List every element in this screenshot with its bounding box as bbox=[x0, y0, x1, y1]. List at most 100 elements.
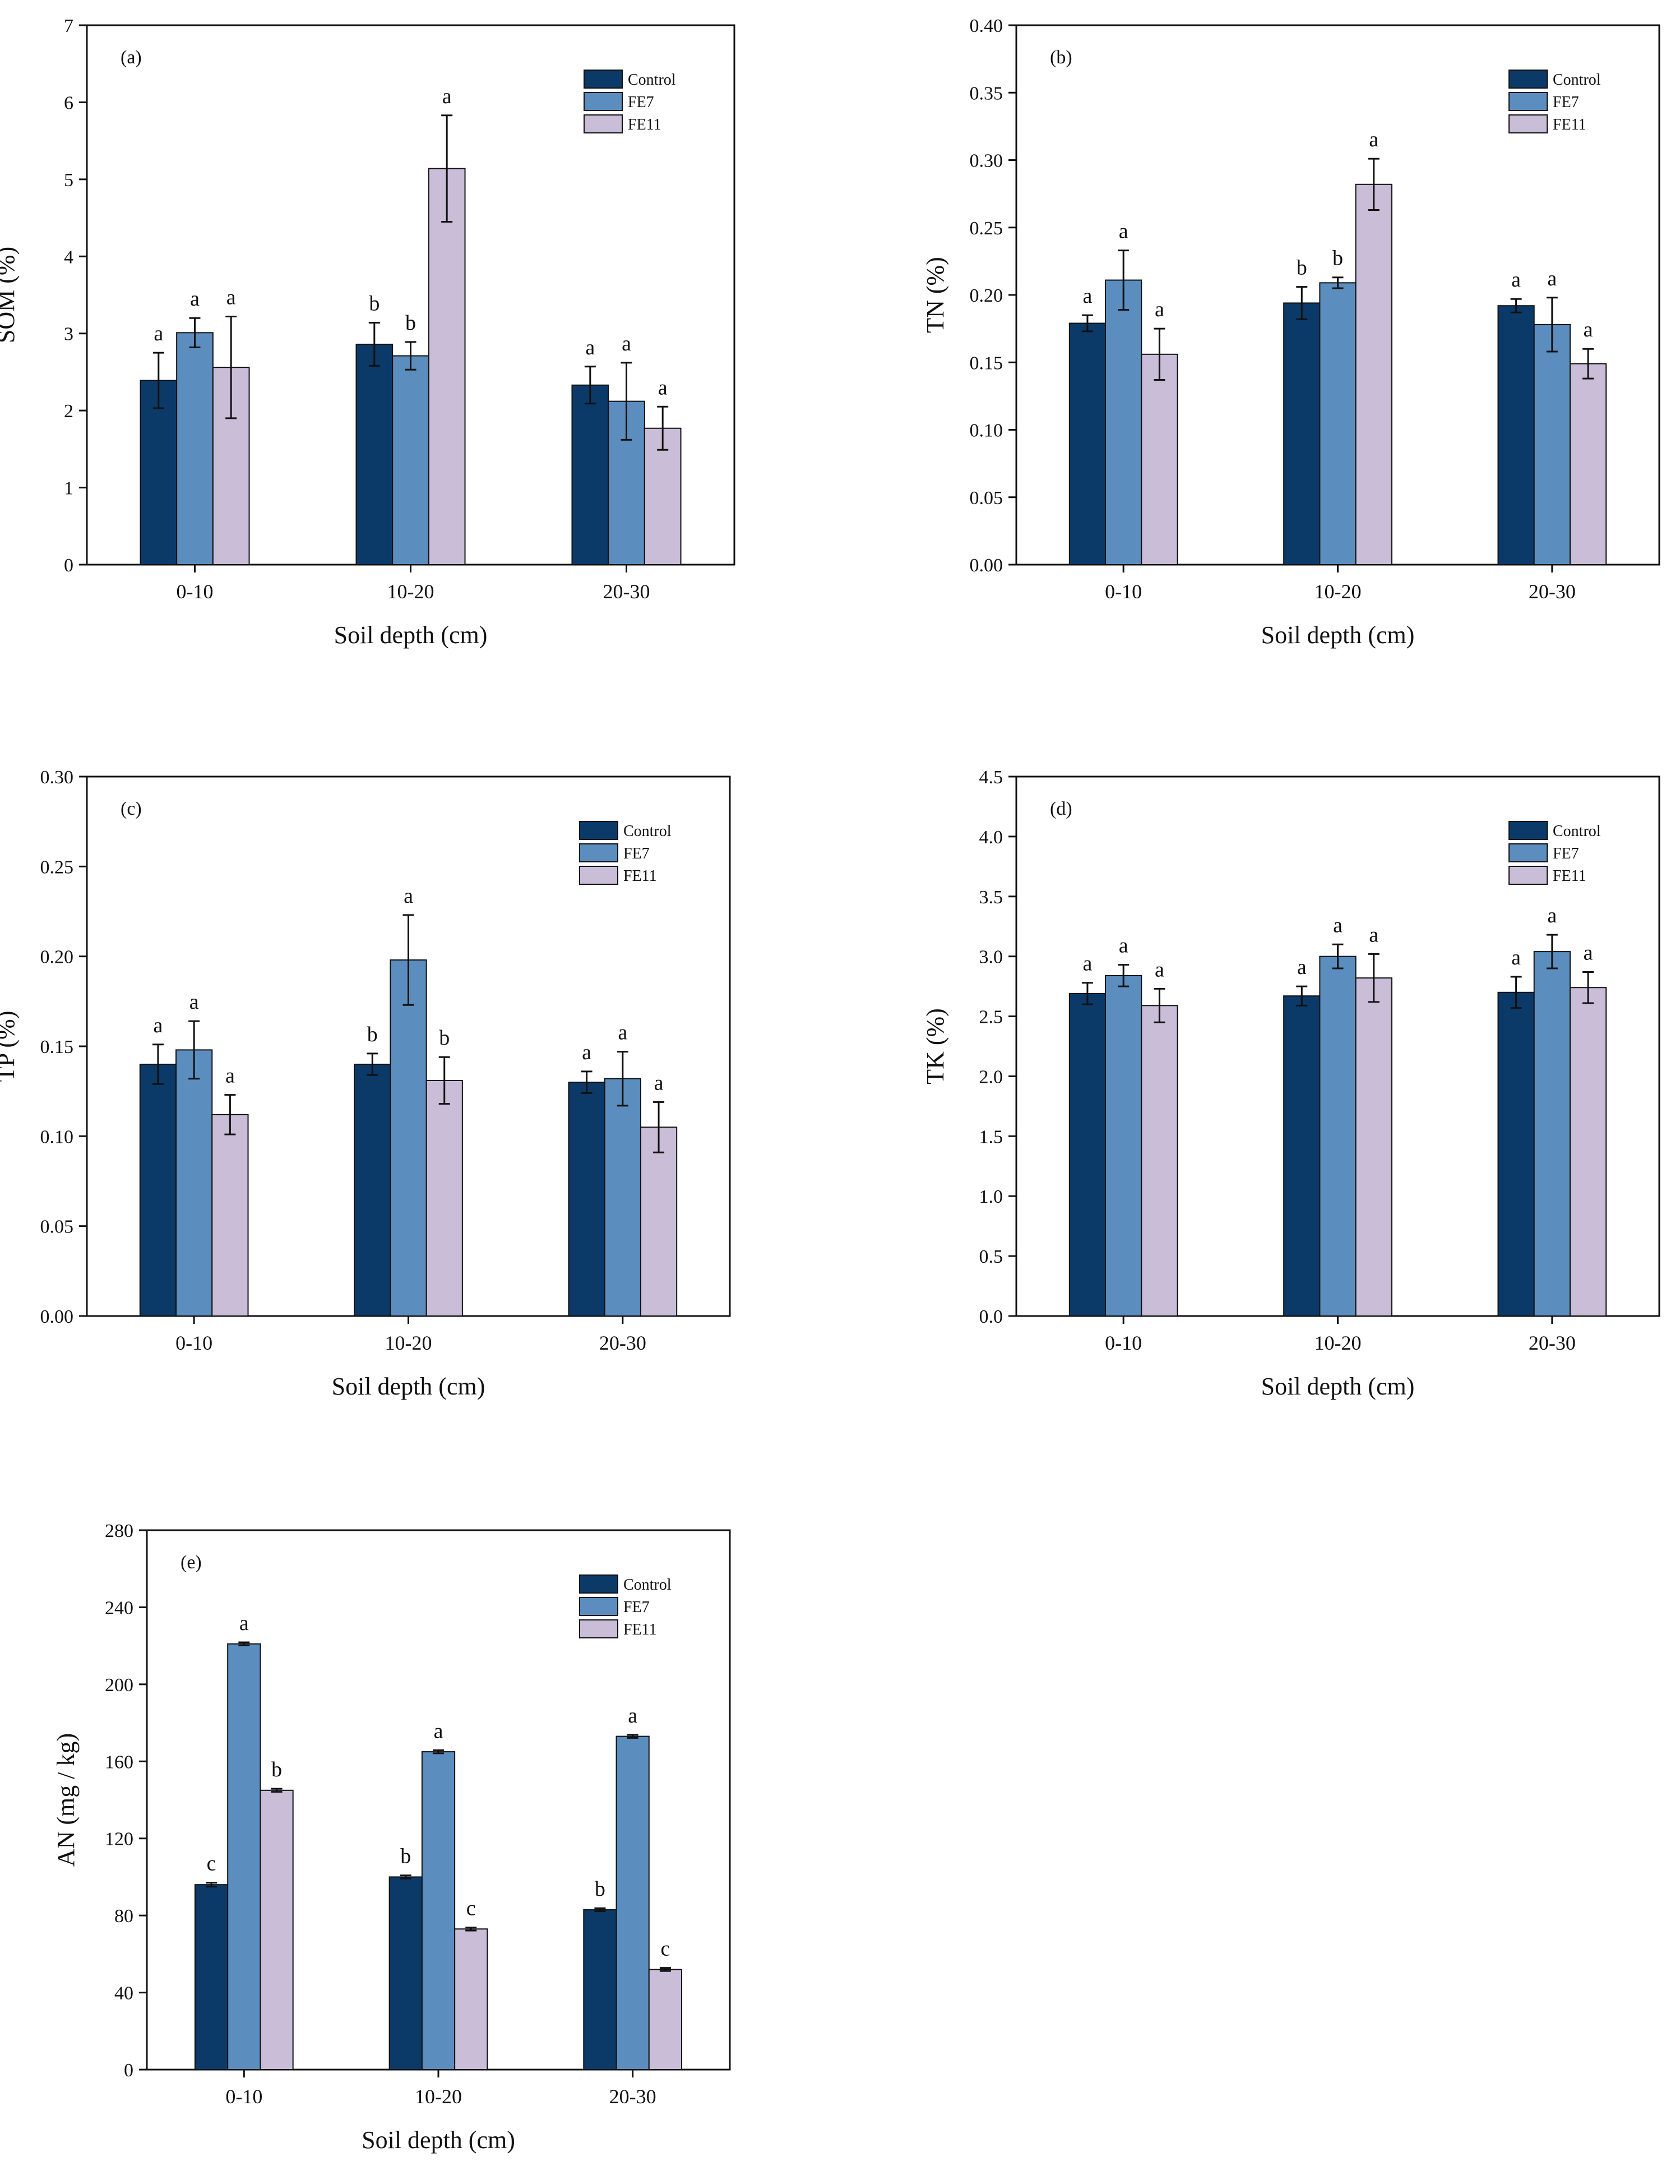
y-tick-label: 1 bbox=[64, 478, 73, 499]
legend-swatch bbox=[584, 92, 623, 111]
bar bbox=[454, 1928, 488, 2071]
bar bbox=[615, 1735, 650, 2070]
significance-letter: b bbox=[1332, 247, 1343, 270]
significance-letter: a bbox=[153, 1014, 163, 1037]
bar bbox=[583, 1909, 617, 2070]
legend-label: FE11 bbox=[628, 116, 661, 133]
legend-label: FE7 bbox=[623, 1599, 650, 1616]
bar bbox=[211, 1114, 249, 1317]
x-tick-label: 0-10 bbox=[177, 580, 214, 603]
significance-letter: a bbox=[658, 376, 668, 399]
bar bbox=[1068, 992, 1107, 1317]
significance-letter: b bbox=[400, 1845, 411, 1868]
bar bbox=[1319, 282, 1357, 565]
significance-letter: a bbox=[1119, 934, 1128, 958]
y-tick-label: 0.30 bbox=[40, 767, 74, 788]
significance-letter: a bbox=[225, 1064, 235, 1088]
y-tick-label: 6 bbox=[64, 93, 73, 113]
significance-letter: a bbox=[1369, 923, 1378, 946]
legend-swatch bbox=[579, 1574, 618, 1594]
bar bbox=[604, 1078, 641, 1317]
bar bbox=[1569, 363, 1607, 566]
legend-swatch bbox=[579, 821, 618, 840]
bar bbox=[1569, 987, 1607, 1317]
significance-letter: a bbox=[1584, 941, 1593, 964]
bar bbox=[644, 427, 682, 565]
y-tick-label: 0.10 bbox=[970, 421, 1003, 441]
y-tick-label: 0.35 bbox=[970, 83, 1003, 104]
legend-label: FE11 bbox=[1553, 116, 1586, 133]
significance-letter: a bbox=[1511, 946, 1521, 969]
y-tick-label: 0.25 bbox=[970, 218, 1003, 239]
y-tick-label: 0.25 bbox=[40, 857, 74, 878]
significance-letter: a bbox=[628, 1704, 637, 1728]
legend-label: FE7 bbox=[628, 94, 654, 111]
significance-letter: c bbox=[207, 1852, 216, 1876]
significance-letter: a bbox=[1297, 955, 1307, 979]
significance-letter: a bbox=[1119, 220, 1128, 243]
significance-letter: a bbox=[1082, 952, 1092, 976]
legend-label: Control bbox=[1553, 71, 1601, 89]
significance-letter: b bbox=[367, 1023, 378, 1046]
bar bbox=[571, 384, 609, 565]
legend-swatch bbox=[579, 1619, 618, 1638]
y-axis-label: SOM (%) bbox=[0, 247, 20, 343]
legend-label: Control bbox=[628, 71, 676, 89]
bar bbox=[421, 1751, 456, 2071]
x-tick-label: 20-30 bbox=[1529, 580, 1576, 603]
y-tick-label: 0.15 bbox=[40, 1037, 74, 1058]
bar bbox=[1355, 977, 1392, 1317]
significance-letter: a bbox=[190, 287, 200, 311]
significance-letter: c bbox=[660, 1937, 670, 1961]
y-tick-label: 160 bbox=[105, 1752, 133, 1772]
x-axis-label: Soil depth (cm) bbox=[332, 1373, 485, 1400]
bar bbox=[227, 1643, 261, 2070]
bar bbox=[392, 355, 429, 565]
legend-label: Control bbox=[623, 1576, 672, 1594]
significance-letter: b bbox=[439, 1026, 450, 1050]
x-tick-label: 20-30 bbox=[609, 2085, 656, 2108]
legend: Control FE7 FE11 bbox=[1508, 70, 1601, 133]
legend-swatch bbox=[1508, 843, 1548, 862]
panel-label: (b) bbox=[1050, 47, 1072, 68]
significance-letter: a bbox=[1547, 267, 1557, 290]
y-tick-label: 4.5 bbox=[979, 767, 1003, 788]
significance-letter: a bbox=[239, 1612, 249, 1635]
bar bbox=[648, 1969, 683, 2070]
significance-letter: a bbox=[154, 322, 163, 345]
bar bbox=[1105, 975, 1142, 1317]
y-tick-label: 4.0 bbox=[979, 827, 1003, 848]
bar bbox=[1068, 322, 1107, 565]
panel-label: (a) bbox=[121, 47, 142, 68]
bar bbox=[354, 1064, 391, 1317]
bar bbox=[388, 1876, 423, 2070]
significance-letter: a bbox=[1584, 318, 1593, 341]
y-tick-label: 240 bbox=[105, 1597, 133, 1618]
x-tick-label: 0-10 bbox=[1105, 580, 1142, 603]
y-tick-label: 0.10 bbox=[40, 1126, 74, 1147]
x-tick-label: 20-30 bbox=[1529, 1332, 1576, 1354]
y-tick-label: 80 bbox=[114, 1906, 133, 1927]
chart-panel: 0.00 0.05 0.10 0.15 0.20 0.25 0.30 0.35 0.40 TN (… bbox=[922, 16, 1660, 649]
y-tick-label: 0.20 bbox=[40, 947, 74, 968]
y-tick-label: 3.0 bbox=[979, 947, 1003, 968]
y-tick-label: 7 bbox=[64, 16, 73, 36]
y-tick-label: 0.00 bbox=[40, 1306, 74, 1327]
bar bbox=[568, 1082, 605, 1317]
legend: Control FE7 FE11 bbox=[579, 821, 672, 885]
y-tick-label: 3.5 bbox=[979, 887, 1003, 908]
y-tick-label: 40 bbox=[114, 1983, 133, 2004]
x-axis-label: Soil depth (cm) bbox=[334, 621, 488, 649]
panel-label: (c) bbox=[121, 798, 142, 819]
y-tick-label: 0.30 bbox=[970, 151, 1003, 172]
significance-letter: b bbox=[405, 311, 416, 335]
y-tick-label: 0.15 bbox=[970, 353, 1003, 373]
x-tick-label: 0-10 bbox=[175, 1332, 212, 1354]
significance-letter: a bbox=[618, 1021, 627, 1045]
bar bbox=[176, 332, 214, 566]
legend-label: FE7 bbox=[623, 845, 650, 862]
bar bbox=[139, 1064, 177, 1317]
y-tick-label: 0.40 bbox=[970, 16, 1003, 36]
x-tick-label: 10-20 bbox=[385, 1332, 432, 1354]
significance-letter: b bbox=[595, 1877, 605, 1901]
